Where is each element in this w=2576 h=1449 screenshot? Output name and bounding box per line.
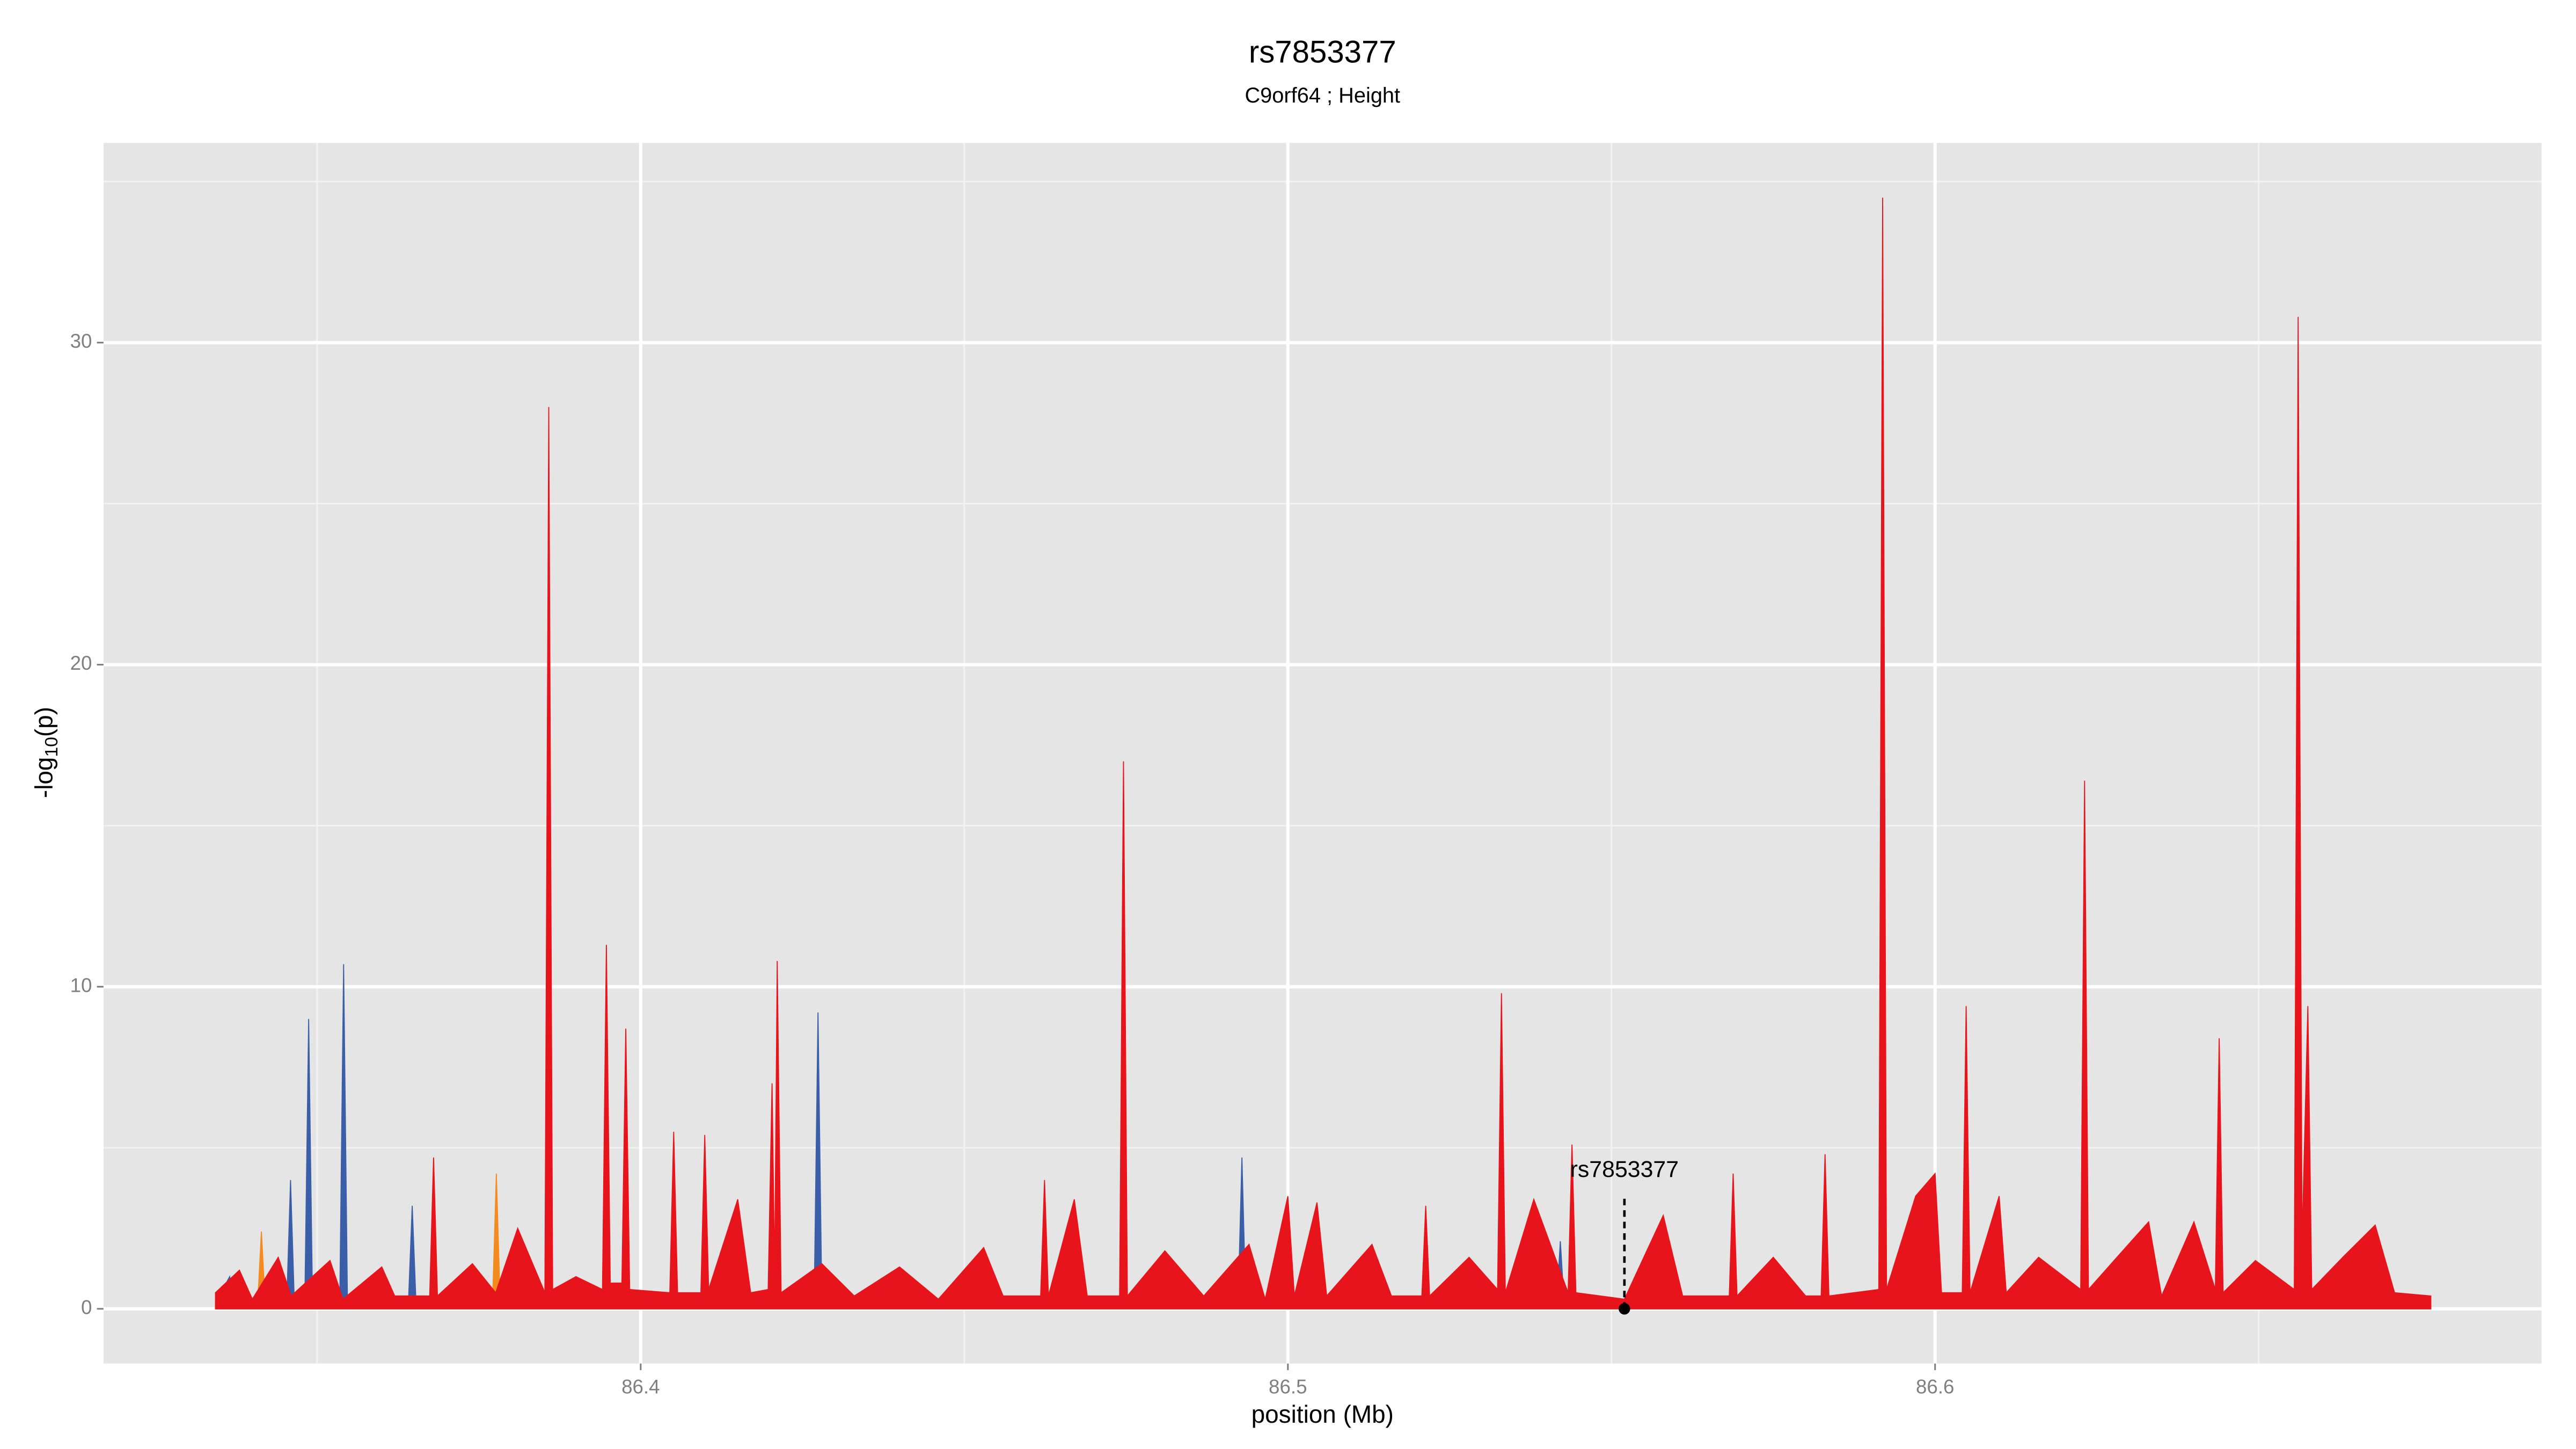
chart-subtitle: C9orf64 ; Height — [1245, 84, 1400, 107]
area — [215, 197, 2432, 1309]
x-tick-label: 86.5 — [1269, 1375, 1307, 1397]
y-label-part: -log — [30, 757, 58, 799]
annotation-point — [1619, 1303, 1630, 1315]
plot-area — [215, 197, 2432, 1309]
panel — [103, 143, 2542, 1364]
y-tick-label: 10 — [70, 974, 92, 996]
x-tick-label: 86.4 — [621, 1375, 660, 1397]
annotation-label: rs7853377 — [1570, 1157, 1679, 1182]
y-label-part: (p) — [30, 707, 58, 737]
x-tick-label: 86.6 — [1916, 1375, 1954, 1397]
y-axis-label: -log10(p) — [30, 707, 62, 798]
y-label-subscript: 10 — [42, 737, 62, 757]
chart-title: rs7853377 — [1249, 34, 1396, 69]
axes: 86.4 86.5 86.6 0 10 20 30 — [70, 330, 1955, 1397]
y-tick-label: 20 — [70, 652, 92, 674]
y-tick-label: 30 — [70, 330, 92, 352]
y-tick-label: 0 — [81, 1296, 92, 1318]
x-axis-label: position (Mb) — [1252, 1400, 1394, 1428]
